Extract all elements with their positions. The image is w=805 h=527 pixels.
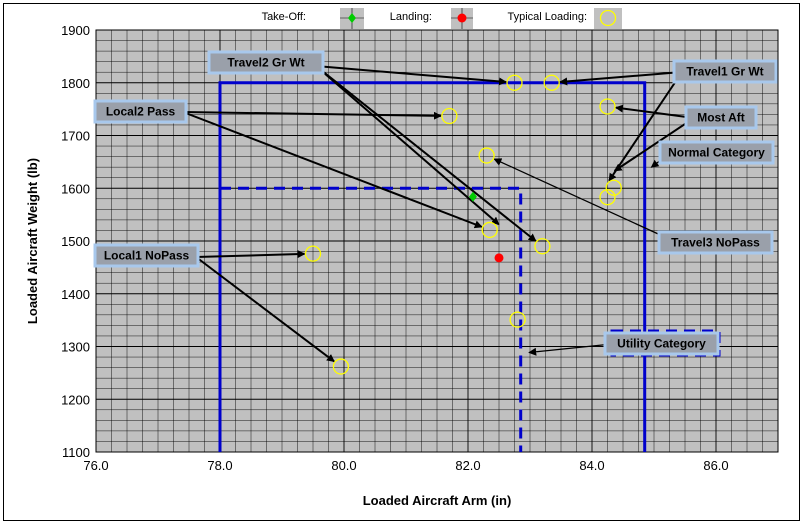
annotation-travel2-gr-wt-arrow <box>315 65 537 242</box>
typical-loading-point <box>599 98 616 115</box>
annotation-travel3-nopass-arrow <box>493 158 668 239</box>
annotation-normal-category-text: Normal Category <box>668 146 765 160</box>
x-tick-label: 80.0 <box>331 458 356 473</box>
annotation-local2-pass-arrow <box>182 111 483 229</box>
envelopes <box>218 81 647 452</box>
x-tick-label: 86.0 <box>703 458 728 473</box>
typical-loading-point <box>543 74 560 91</box>
y-tick-label: 1700 <box>61 129 90 144</box>
typical-loading-point <box>304 245 322 262</box>
legend-typical-loading-marker <box>599 9 617 27</box>
annotation-utility-category-box <box>603 331 720 356</box>
annotation-travel2-gr-wt-arrow <box>315 65 508 86</box>
annotation-most-aft-arrow <box>614 104 695 119</box>
envelope-utility-category <box>220 186 523 452</box>
annotation-arrows <box>182 65 695 363</box>
chart-frame <box>3 3 800 521</box>
annotation-local2-pass-arrow <box>182 111 442 120</box>
typical-loading-point <box>478 147 495 164</box>
y-tick-label: 1800 <box>61 76 90 91</box>
annotation-most-aft-text: Most Aft <box>697 111 745 125</box>
x-tick-label: 78.0 <box>207 458 232 473</box>
typical-loading-point <box>332 358 350 375</box>
annotation-utility-category-text: Utility Category <box>617 337 706 351</box>
y-tick-label: 1600 <box>61 181 90 196</box>
y-tick-label: 1300 <box>61 340 90 355</box>
envelope-normal-category <box>218 81 647 452</box>
annotation-local1-nopass-arrow <box>195 256 335 363</box>
legend-landing-marker <box>457 13 467 23</box>
tick-labels: 76.0 78.0 80.0 82.0 84.0 86.0 1100 1200 1300 1400… <box>61 23 729 473</box>
annotation-travel1-gr-wt-arrow <box>608 71 683 182</box>
legend: Take-Off: Landing: Typical Loading: <box>262 8 622 29</box>
y-axis-label: Loaded Aircraft Weight (lb) <box>25 158 40 324</box>
x-tick-label: 82.0 <box>455 458 480 473</box>
typical-loading-point <box>605 179 622 196</box>
legend-typical-loading-label: Typical Loading: <box>508 11 588 23</box>
landing-point <box>494 253 504 263</box>
annotation-labels: Travel2 Gr Wt Travel1 Gr Wt Local2 Pass Mos… <box>93 50 778 356</box>
takeoff-point <box>468 191 477 202</box>
x-tick-label: 84.0 <box>579 458 604 473</box>
legend-landing-label: Landing: <box>390 11 432 23</box>
legend-typical-loading-swatch <box>594 8 622 29</box>
annotation-local1-nopass-text: Local1 NoPass <box>104 249 190 263</box>
y-tick-label: 1200 <box>61 392 90 407</box>
annotation-travel1-gr-wt-text: Travel1 Gr Wt <box>686 65 763 79</box>
annotation-travel2-gr-wt-text: Travel2 Gr Wt <box>227 56 304 70</box>
typical-loading-point <box>441 107 458 125</box>
y-tick-label: 1500 <box>61 234 90 249</box>
typical-loading-point <box>481 221 498 239</box>
y-tick-label: 1100 <box>62 445 90 460</box>
annotation-most-aft-box <box>684 105 758 130</box>
annotation-travel3-nopass-box <box>657 230 774 255</box>
annotation-travel1-gr-wt-box <box>672 59 778 84</box>
annotation-local1-nopass-arrow <box>195 250 306 259</box>
typical-loading-point <box>599 189 616 206</box>
legend-take-off-label: Take-Off: <box>262 11 306 23</box>
typical-loading-point <box>509 311 526 328</box>
x-axis-label: Loaded Aircraft Arm (in) <box>363 493 512 508</box>
x-tick-label: 76.0 <box>83 458 108 473</box>
annotation-local2-pass-box <box>93 99 188 124</box>
annotation-travel2-gr-wt-box <box>207 50 325 75</box>
annotation-travel2-gr-wt-arrow <box>315 65 500 226</box>
annotation-travel1-gr-wt-arrow <box>559 71 683 86</box>
annotation-utility-category-arrow <box>528 343 613 356</box>
y-tick-label: 1900 <box>61 23 90 38</box>
plot-border <box>95 29 779 453</box>
annotation-local2-pass-text: Local2 Pass <box>106 105 176 119</box>
annotation-local1-nopass-box <box>93 243 200 268</box>
data-points <box>304 74 622 375</box>
legend-take-off-marker <box>348 13 356 23</box>
annotation-most-aft-arrow <box>613 117 695 172</box>
annotation-travel3-nopass-text: Travel3 NoPass <box>671 236 760 250</box>
typical-loading-point <box>534 238 551 255</box>
annotation-normal-category-box <box>658 140 775 165</box>
y-tick-label: 1400 <box>61 287 90 302</box>
typical-loading-point <box>506 74 523 91</box>
